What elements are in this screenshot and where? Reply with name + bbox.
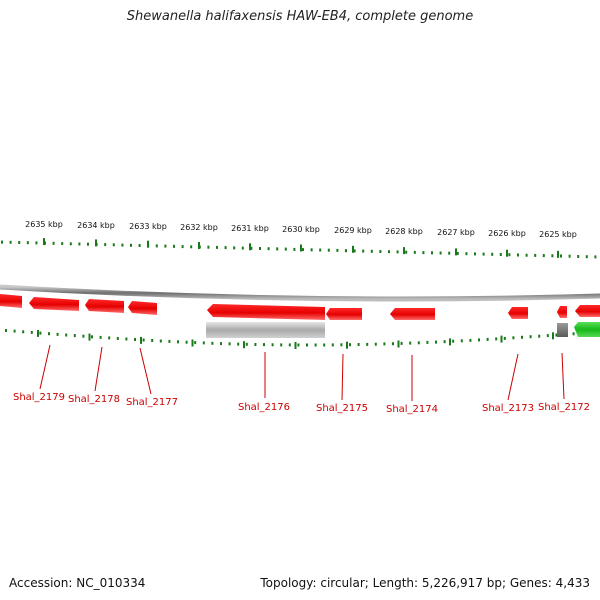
outer-ruler: 2635 kbp 2634 kbp 2633 kbp 2632 kbp 2631 kbp…	[1, 220, 597, 259]
ruler-label: 2627 kbp	[437, 228, 475, 237]
gene-arrow-shal-2178[interactable]	[29, 297, 79, 311]
gene-arrow-shal-2173[interactable]	[508, 307, 528, 319]
gene-label-shal-2173[interactable]: Shal_2173	[482, 403, 534, 414]
genome-title: Shewanella halifaxensis HAW-EB4, complet…	[126, 9, 474, 24]
ruler-label: 2630 kbp	[282, 225, 320, 234]
leader-line	[94, 346, 103, 392]
ruler-label: 2625 kbp	[539, 230, 577, 239]
gene-labels: Shal_2179 Shal_2178 Shal_2177 Shal_2176 …	[13, 344, 590, 415]
ruler-label: 2632 kbp	[180, 223, 218, 232]
leader-line	[507, 353, 519, 401]
feature-dark-grey[interactable]	[557, 323, 568, 337]
ruler-label: 2631 kbp	[231, 224, 269, 233]
gene-label-shal-2176[interactable]: Shal_2176	[238, 402, 290, 413]
gene-arrow-shal-2177[interactable]	[85, 299, 124, 313]
leader-line	[341, 353, 344, 401]
ruler-label: 2634 kbp	[77, 221, 115, 230]
gene-arrow-shal-2174[interactable]	[390, 308, 435, 320]
leader-line	[561, 352, 565, 400]
gene-label-shal-2172[interactable]: Shal_2172	[538, 402, 590, 413]
gene-arrow-shal-2179[interactable]	[0, 294, 22, 308]
gene-label-shal-2179[interactable]: Shal_2179	[13, 392, 65, 403]
gene-arrow-shal-2175[interactable]	[326, 308, 362, 320]
genome-summary-text: Topology: circular; Length: 5,226,917 bp…	[260, 576, 590, 590]
gene-label-shal-2178[interactable]: Shal_2178	[68, 394, 120, 405]
feature-green[interactable]	[574, 322, 600, 337]
gene-label-shal-2177[interactable]: Shal_2177	[126, 397, 178, 408]
gene-label-shal-2175[interactable]: Shal_2175	[316, 403, 368, 414]
ruler-label: 2635 kbp	[25, 220, 63, 229]
leader-line	[139, 347, 152, 395]
pseudogene-bar[interactable]	[206, 322, 325, 338]
ruler-label: 2629 kbp	[334, 226, 372, 235]
gene-arrow-shal-2176[interactable]	[207, 304, 325, 320]
genome-backbone	[0, 284, 600, 302]
ruler-label: 2626 kbp	[488, 229, 526, 238]
gene-arrow-right-edge[interactable]	[575, 305, 600, 317]
ruler-label: 2628 kbp	[385, 227, 423, 236]
gene-features	[0, 294, 600, 338]
ruler-label: 2633 kbp	[129, 222, 167, 231]
gene-arrow-small[interactable]	[128, 301, 157, 315]
accession-text: Accession: NC_010334	[9, 576, 146, 590]
gene-arrow-shal-2172[interactable]	[557, 306, 567, 318]
leader-line	[39, 344, 51, 390]
gene-label-shal-2174[interactable]: Shal_2174	[386, 404, 438, 415]
